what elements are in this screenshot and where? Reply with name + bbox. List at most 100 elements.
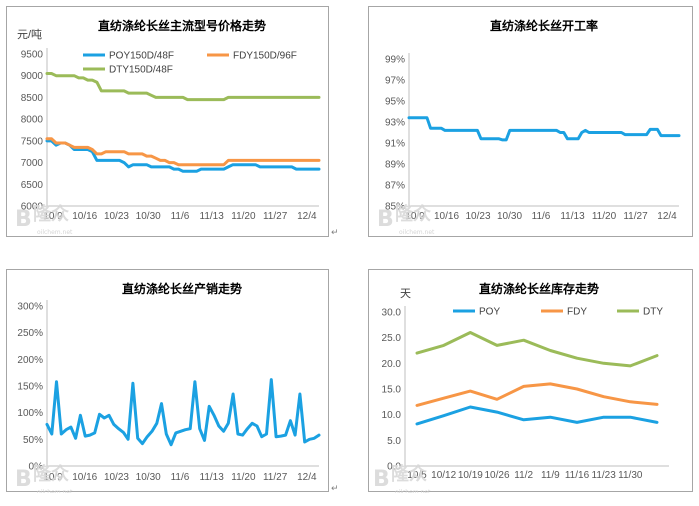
svg-text:oilchem.net: oilchem.net xyxy=(395,489,431,493)
y-tick-label: 8000 xyxy=(21,115,44,126)
operating-rate-title: 直纺涤纶长丝开工率 xyxy=(490,18,598,33)
legend-label: DTY xyxy=(643,307,663,318)
y-tick-label: 6500 xyxy=(21,180,44,191)
y-tick-label: 50% xyxy=(23,435,43,446)
x-tick-label: 11/13 xyxy=(560,211,585,222)
y-tick-label: 0.0 xyxy=(387,462,401,473)
paragraph-mark: ↵ xyxy=(331,228,339,238)
y-tick-label: 200% xyxy=(17,355,43,366)
x-tick-label: 10/12 xyxy=(431,470,456,481)
legend-label: DTY150D/48F xyxy=(109,65,173,76)
series-line-dty150d-48f xyxy=(45,72,321,102)
y-tick-label: 30.0 xyxy=(382,308,402,319)
x-tick-label: 12/4 xyxy=(297,211,317,222)
y-tick-label: 99% xyxy=(385,55,405,66)
operating-rate-chart: 直纺涤纶长丝开工率 85% 87% 89% 91% 93% 95% 97% 99% 10/9 10… xyxy=(377,18,681,236)
svg-text:B: B xyxy=(15,207,32,232)
svg-text:隆众: 隆众 xyxy=(33,463,69,485)
price-trend-chart: 直纺涤纶长丝主流型号价格走势 元/吨 6000 6500 7000 7500 8000 8… xyxy=(15,18,321,236)
watermark-logo: B 隆众 oilchem.net xyxy=(373,463,431,493)
sales-ratio-chart: 直纺涤纶长丝产销走势 0% 50% 100% 150% 200% 250% 300% 10/9… xyxy=(15,281,321,493)
x-tick-label: 11/27 xyxy=(623,211,648,222)
series-line-fdy xyxy=(415,382,659,407)
x-tick-label: 11/23 xyxy=(592,470,617,481)
y-tick-label: 25.0 xyxy=(382,333,402,344)
x-tick-label: 10/9 xyxy=(43,472,63,483)
x-tick-label: 11/16 xyxy=(565,470,590,481)
svg-text:B: B xyxy=(15,467,32,492)
x-tick-label: 11/27 xyxy=(263,472,288,483)
y-tick-label: 150% xyxy=(17,382,43,393)
inventory-chart: 直纺涤纶长丝库存走势 天 0.0 5.0 10.0 15.0 20.0 25.0 30.0 1… xyxy=(373,281,669,493)
y-tick-label: 300% xyxy=(17,302,43,313)
x-tick-label: 10/16 xyxy=(72,472,97,483)
series-line-poy xyxy=(415,405,659,426)
y-tick-label: 8500 xyxy=(21,93,44,104)
y-tick-label: 7500 xyxy=(21,136,44,147)
inventory-title: 直纺涤纶长丝库存走势 xyxy=(479,281,599,296)
legend-label: POY xyxy=(479,307,500,318)
operating-rate-panel: 直纺涤纶长丝开工率 85% 87% 89% 91% 93% 95% 97% 99% 10/9 10… xyxy=(368,6,693,237)
y-tick-label: 250% xyxy=(17,328,43,339)
x-tick-label: 11/30 xyxy=(618,470,643,481)
svg-text:隆众: 隆众 xyxy=(391,463,427,485)
svg-text:oilchem.net: oilchem.net xyxy=(37,489,73,493)
watermark-logo: B 隆众 oilchem.net xyxy=(15,463,73,493)
x-tick-label: 10/9 xyxy=(405,211,425,222)
x-tick-label: 10/9 xyxy=(43,211,63,222)
sales-ratio-title: 直纺涤纶长丝产销走势 xyxy=(122,281,242,296)
x-tick-label: 10/23 xyxy=(104,472,129,483)
y-tick-label: 20.0 xyxy=(382,359,402,370)
y-tick-label: 97% xyxy=(385,76,405,87)
x-tick-label: 11/27 xyxy=(263,211,288,222)
x-tick-label: 11/9 xyxy=(541,470,560,481)
x-tick-label: 11/13 xyxy=(200,211,225,222)
watermark-logo: B 隆众 oilchem.net xyxy=(377,203,435,236)
x-tick-label: 12/4 xyxy=(657,211,677,222)
x-tick-label: 10/30 xyxy=(136,472,161,483)
x-tick-label: 10/23 xyxy=(104,211,129,222)
y-tick-label: 9500 xyxy=(21,50,44,61)
price-y-unit: 元/吨 xyxy=(17,28,42,41)
sales-ratio-panel: 直纺涤纶长丝产销走势 0% 50% 100% 150% 200% 250% 300% 10/9… xyxy=(6,269,329,493)
y-tick-label: 10.0 xyxy=(382,410,402,421)
series-line-fdy150d-96f xyxy=(45,137,321,167)
x-tick-label: 12/4 xyxy=(297,472,317,483)
series-line-poy150d-48f xyxy=(45,139,321,173)
paragraph-mark: ↵ xyxy=(331,484,339,494)
y-tick-label: 93% xyxy=(385,118,405,129)
price-chart-title: 直纺涤纶长丝主流型号价格走势 xyxy=(98,18,266,33)
x-tick-label: 10/5 xyxy=(407,470,427,481)
legend-label: FDY xyxy=(567,307,587,318)
y-tick-label: 87% xyxy=(385,181,405,192)
legend-label: POY150D/48F xyxy=(109,51,174,62)
x-tick-label: 11/6 xyxy=(171,211,190,222)
x-tick-label: 11/20 xyxy=(231,211,256,222)
inventory-panel: 直纺涤纶长丝库存走势 天 0.0 5.0 10.0 15.0 20.0 25.0 30.0 1… xyxy=(368,269,693,493)
y-tick-label: 9000 xyxy=(21,71,44,82)
svg-text:oilchem.net: oilchem.net xyxy=(37,229,73,236)
x-tick-label: 10/19 xyxy=(458,470,483,481)
y-tick-label: 91% xyxy=(385,139,405,150)
y-tick-label: 6000 xyxy=(21,202,44,213)
svg-text:隆众: 隆众 xyxy=(395,203,431,225)
x-tick-label: 11/2 xyxy=(514,470,533,481)
y-tick-label: 7000 xyxy=(21,158,44,169)
svg-text:B: B xyxy=(373,467,390,492)
svg-text:隆众: 隆众 xyxy=(33,203,69,225)
x-tick-label: 11/6 xyxy=(532,211,551,222)
watermark-logo: B 隆众 oilchem.net xyxy=(15,203,73,236)
x-tick-label: 11/13 xyxy=(200,472,225,483)
x-tick-label: 10/16 xyxy=(434,211,459,222)
x-tick-label: 10/26 xyxy=(484,470,509,481)
y-tick-label: 89% xyxy=(385,160,405,171)
y-tick-label: 0% xyxy=(29,462,44,473)
x-tick-label: 10/16 xyxy=(72,211,97,222)
y-tick-label: 85% xyxy=(385,202,405,213)
series-line-main xyxy=(407,116,681,142)
price-trend-panel: 直纺涤纶长丝主流型号价格走势 元/吨 6000 6500 7000 7500 8000 8… xyxy=(6,6,329,237)
x-tick-label: 11/20 xyxy=(592,211,617,222)
y-tick-label: 100% xyxy=(17,408,43,419)
y-tick-label: 95% xyxy=(385,97,405,108)
x-tick-label: 10/30 xyxy=(497,211,522,222)
